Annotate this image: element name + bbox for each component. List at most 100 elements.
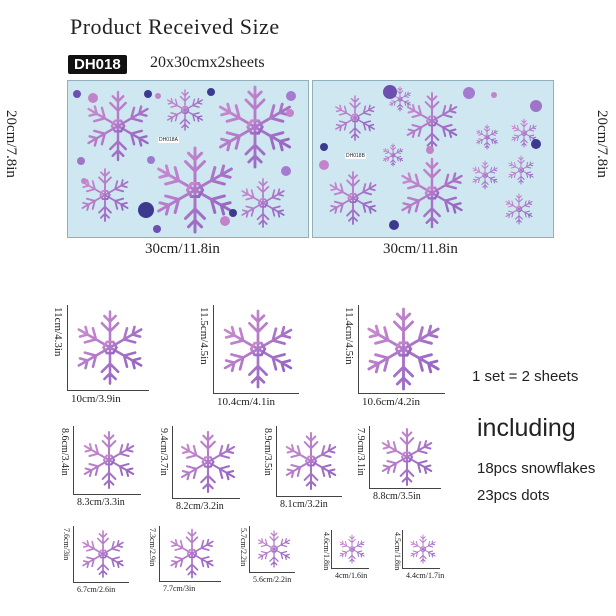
width-dimension-line xyxy=(402,568,440,569)
height-dimension-line xyxy=(67,305,68,390)
snowflake-sticker xyxy=(285,432,337,490)
flake-width-label: 4cm/1.6in xyxy=(335,571,368,580)
width-dimension-line xyxy=(73,494,141,495)
snowflake-sticker xyxy=(82,530,124,578)
sheet-dot xyxy=(389,220,399,230)
sheet-snowflake xyxy=(476,124,498,150)
set-text: 1 set = 2 sheets xyxy=(472,368,579,385)
sheet-snowflake xyxy=(166,89,204,131)
width-dimension-line xyxy=(213,393,299,394)
sheet-dot xyxy=(77,157,85,165)
model-code-badge: DH018 xyxy=(68,55,127,74)
flake-width-label: 8.3cm/3.3in xyxy=(77,497,125,508)
sheet-dot xyxy=(144,90,152,98)
snowflake-sticker xyxy=(339,534,365,564)
sheet-dot xyxy=(153,225,161,233)
sheet-dot xyxy=(531,139,541,149)
sheet-snowflake xyxy=(218,85,292,169)
sheet-dot xyxy=(155,93,161,99)
sheet-dot xyxy=(383,85,397,99)
sheet-dot xyxy=(286,91,296,101)
height-dimension-line xyxy=(369,426,370,488)
snowflake-sticker xyxy=(410,534,436,564)
flake-height-label: 8.9cm/3.5in xyxy=(262,428,273,476)
sheet-snowflake xyxy=(401,157,463,229)
including-heading: including xyxy=(477,414,576,442)
width-dimension-line xyxy=(73,582,129,583)
flake-height-label: 8.6cm/3.4in xyxy=(59,428,70,476)
sheet-snowflake xyxy=(329,171,377,225)
sheet-dot xyxy=(286,109,294,117)
flake-width-label: 7.7cm/3in xyxy=(163,584,196,593)
sheet-dot xyxy=(281,166,291,176)
sheet-dot xyxy=(73,90,81,98)
snowflake-sticker xyxy=(257,530,291,568)
height-dimension-line xyxy=(402,530,403,568)
flake-height-label: 7.9cm/3.1in xyxy=(355,428,366,476)
sheet-dot xyxy=(207,88,215,96)
page-title: Product Received Size xyxy=(70,14,280,39)
sheet-snowflake xyxy=(511,118,537,148)
flake-width-label: 6.7cm/2.6in xyxy=(77,585,116,594)
sheet-b-height-label: 20cm/7.8in xyxy=(594,110,610,178)
sheet-dot xyxy=(81,178,87,184)
sheet-snowflake xyxy=(406,92,458,150)
sheet-dot xyxy=(491,92,497,98)
sheet-dot xyxy=(320,143,328,151)
height-dimension-line xyxy=(73,526,74,582)
flake-width-label: 8.1cm/3.2in xyxy=(280,499,328,510)
snowflake-sticker xyxy=(367,307,440,391)
height-dimension-line xyxy=(276,426,277,496)
flake-width-label: 10cm/3.9in xyxy=(71,393,121,405)
flake-width-label: 4.4cm/1.7in xyxy=(406,571,445,580)
flake-width-label: 10.4cm/4.1in xyxy=(217,396,276,408)
width-dimension-line xyxy=(358,393,445,394)
flake-height-label: 9.4cm/3.7in xyxy=(158,428,169,476)
flake-width-label: 8.8cm/3.5in xyxy=(373,491,421,502)
height-dimension-line xyxy=(213,305,214,393)
flake-width-label: 8.2cm/3.2in xyxy=(176,501,224,512)
flake-width-label: 10.6cm/4.2in xyxy=(362,396,421,408)
sheet-dot xyxy=(229,209,237,217)
flake-height-label: 4.5cm/1.8in xyxy=(393,532,402,571)
height-dimension-line xyxy=(73,426,74,494)
sheet-snowflake xyxy=(81,168,129,222)
flake-height-label: 7.6cm/3in xyxy=(62,528,71,561)
sheet-snowflake xyxy=(335,95,375,141)
width-dimension-line xyxy=(67,390,149,391)
width-dimension-line xyxy=(369,488,441,489)
snowflake-sticker xyxy=(77,310,143,385)
sticker-sheet-a: DH018A xyxy=(67,80,309,238)
sheet-a-tag: DH018A xyxy=(158,137,179,143)
sheet-snowflake xyxy=(505,193,533,225)
height-dimension-line xyxy=(159,526,160,581)
flake-height-label: 4.6cm/1.8in xyxy=(322,532,331,571)
flake-height-label: 11.4cm/4.5in xyxy=(343,307,355,365)
sheet-snowflake xyxy=(472,160,498,190)
snowflake-sticker xyxy=(83,431,135,489)
snowflake-sticker xyxy=(180,430,236,494)
flake-height-label: 7.3cm/2.9in xyxy=(148,528,157,567)
sheet-snowflake xyxy=(241,178,285,228)
sheet-dot xyxy=(138,202,154,218)
flake-height-label: 11.5cm/4.5in xyxy=(198,307,210,365)
sheet-snowflake xyxy=(157,146,233,234)
sheet-b-width-label: 30cm/11.8in xyxy=(383,241,458,257)
dot-count: 23pcs dots xyxy=(477,487,550,504)
height-dimension-line xyxy=(249,526,250,572)
sheet-dot xyxy=(426,146,434,154)
snowflake-sticker xyxy=(170,528,214,579)
snowflake-count: 18pcs snowflakes xyxy=(477,460,596,477)
